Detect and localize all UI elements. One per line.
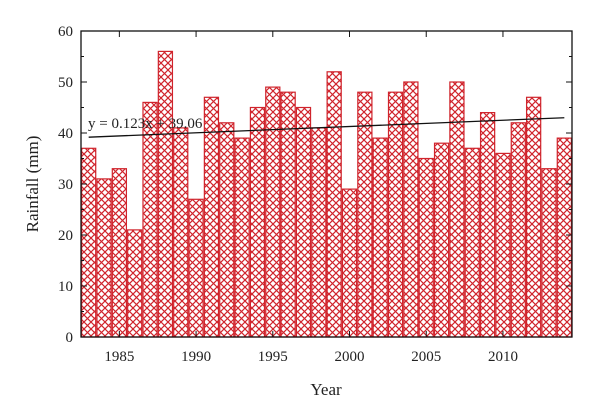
y-tick-label: 40	[58, 126, 73, 142]
bar-1994	[249, 106, 266, 338]
x-tick-label: 2005	[411, 349, 441, 365]
x-axis-ticks: 1985 1990 1995 2000 2005 2010	[104, 31, 518, 365]
x-tick-label: 1995	[258, 349, 288, 365]
bar-1988	[157, 50, 174, 338]
bar-2001	[357, 91, 373, 338]
y-tick-label: 30	[58, 177, 73, 193]
x-axis-title: Year	[310, 380, 342, 399]
bar-1991	[203, 96, 220, 338]
y-axis-ticks: 0 10 20 30 40 50 60	[58, 24, 572, 346]
bar-1987	[142, 101, 158, 338]
bar-1983	[81, 147, 97, 338]
x-tick-label: 1990	[181, 349, 211, 365]
bar-2002	[372, 137, 388, 338]
bar-1990	[188, 198, 204, 338]
bar-2012	[525, 96, 542, 338]
bar-2003	[387, 91, 404, 338]
bar-2008	[464, 147, 480, 338]
bar-2011	[510, 122, 526, 338]
bar-2006	[433, 142, 450, 338]
bar-1986	[127, 229, 143, 338]
bars-group	[81, 50, 572, 338]
y-tick-label: 50	[58, 75, 73, 91]
bar-1997	[295, 106, 312, 338]
bar-2005	[418, 157, 434, 338]
bar-1992	[219, 122, 235, 338]
bar-1998	[311, 127, 327, 338]
bar-2000	[341, 188, 358, 338]
bar-2013	[541, 168, 557, 338]
bar-1984	[96, 178, 112, 338]
bar-2004	[403, 81, 419, 338]
bar-1985	[111, 168, 128, 338]
y-tick-label: 10	[58, 279, 73, 295]
bar-1993	[234, 137, 250, 338]
bar-1995	[265, 86, 281, 338]
trend-equation: y = 0.123x + 39.06	[88, 116, 203, 132]
bar-2007	[449, 81, 465, 338]
x-tick-label: 2000	[335, 349, 365, 365]
y-tick-label: 0	[66, 330, 74, 346]
trend-line	[88, 117, 565, 138]
y-axis-title: Rainfall (mm)	[23, 136, 42, 233]
bar-2014	[556, 137, 572, 338]
bar-2009	[479, 111, 496, 338]
bar-1989	[173, 127, 189, 338]
y-tick-label: 60	[58, 24, 73, 40]
y-tick-label: 20	[58, 228, 73, 244]
x-tick-label: 2010	[488, 349, 518, 365]
x-tick-label: 1985	[104, 349, 134, 365]
bar-2010	[495, 152, 511, 338]
bar-1999	[326, 71, 342, 338]
